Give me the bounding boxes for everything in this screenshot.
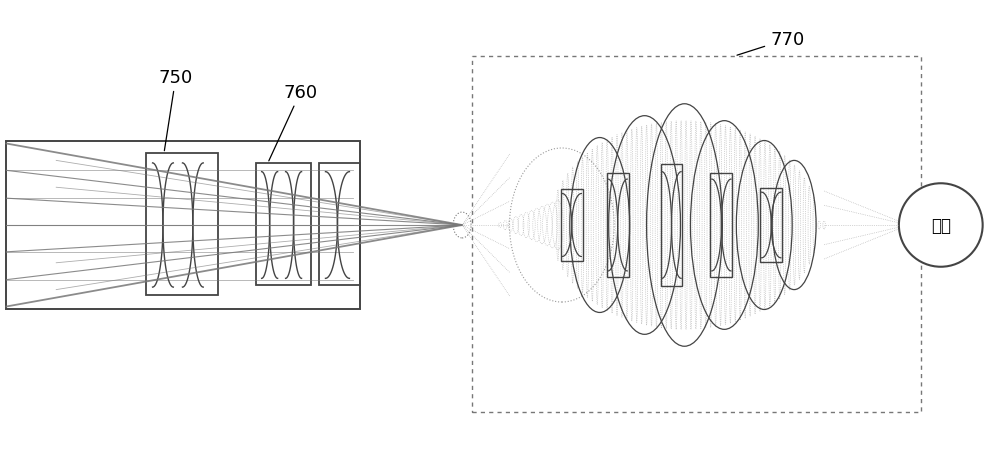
Text: 770: 770 bbox=[737, 31, 804, 56]
Bar bbox=[661, 165, 682, 286]
Text: 760: 760 bbox=[269, 83, 318, 161]
Bar bbox=[6, 141, 360, 310]
Text: 眼镜: 眼镜 bbox=[931, 216, 951, 235]
Bar bbox=[319, 164, 360, 285]
Bar bbox=[472, 57, 921, 412]
Text: 750: 750 bbox=[159, 69, 193, 152]
Bar bbox=[146, 154, 218, 295]
Bar bbox=[607, 174, 629, 277]
Bar bbox=[256, 164, 311, 285]
Bar bbox=[760, 189, 782, 262]
Circle shape bbox=[899, 184, 983, 267]
Bar bbox=[561, 190, 583, 261]
Bar bbox=[710, 174, 732, 277]
